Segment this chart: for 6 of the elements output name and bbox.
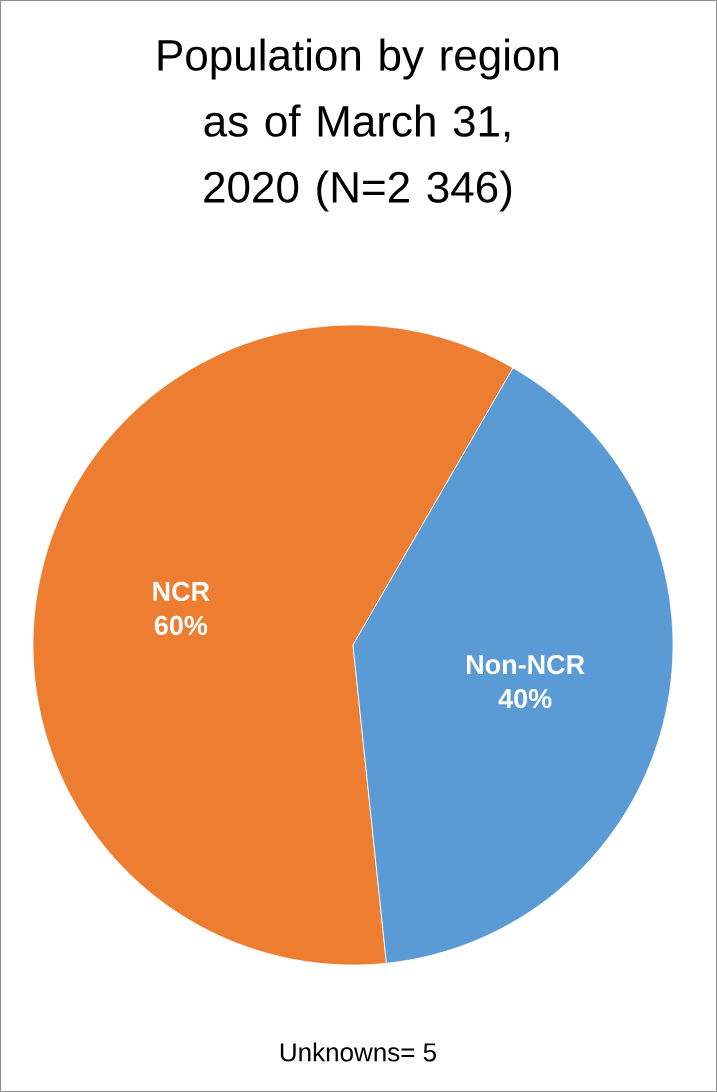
text: Unknowns= 5 bbox=[280, 1042, 436, 1062]
slice-label: Non-NCR bbox=[466, 655, 585, 675]
chart-title: Population by region as of March 31, 2020 (N=2 346) bbox=[158, 38, 559, 212]
data-label: 60% bbox=[154, 615, 208, 635]
data-label: 40% bbox=[498, 689, 552, 709]
slice-label: NCR bbox=[153, 581, 210, 601]
